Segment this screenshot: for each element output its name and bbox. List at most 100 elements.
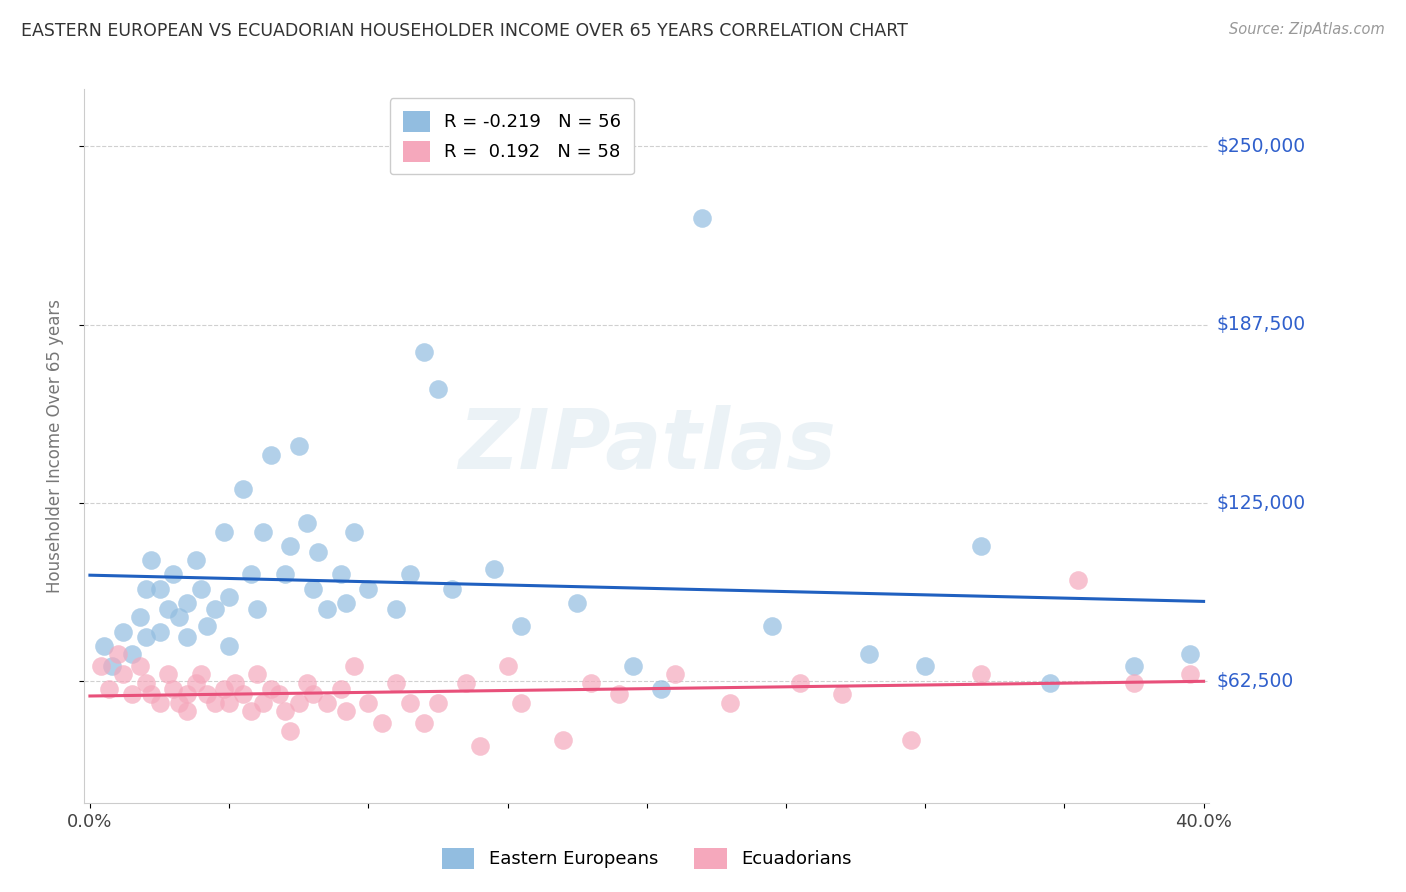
Point — [121, 648, 143, 662]
Point — [129, 658, 152, 673]
Point — [176, 705, 198, 719]
Point — [357, 582, 380, 596]
Point — [315, 696, 337, 710]
Point — [246, 667, 269, 681]
Point — [1039, 676, 1062, 690]
Point — [107, 648, 129, 662]
Point — [135, 630, 157, 644]
Text: ZIPatlas: ZIPatlas — [458, 406, 835, 486]
Point — [98, 681, 121, 696]
Point — [789, 676, 811, 690]
Point — [343, 524, 366, 539]
Text: $125,000: $125,000 — [1216, 493, 1305, 513]
Point — [101, 658, 124, 673]
Point — [204, 696, 226, 710]
Point — [141, 553, 163, 567]
Point — [112, 624, 135, 639]
Point — [468, 739, 491, 753]
Text: $62,500: $62,500 — [1216, 672, 1294, 691]
Point — [761, 619, 783, 633]
Point — [914, 658, 936, 673]
Point — [621, 658, 644, 673]
Point — [440, 582, 463, 596]
Point — [607, 687, 630, 701]
Point — [329, 681, 352, 696]
Point — [315, 601, 337, 615]
Point — [260, 448, 283, 462]
Point — [176, 687, 198, 701]
Point — [664, 667, 686, 681]
Point — [426, 382, 449, 396]
Point — [413, 344, 436, 359]
Point — [190, 582, 212, 596]
Point — [295, 516, 318, 530]
Point — [565, 596, 588, 610]
Text: Source: ZipAtlas.com: Source: ZipAtlas.com — [1229, 22, 1385, 37]
Point — [232, 482, 254, 496]
Point — [301, 582, 323, 596]
Point — [195, 619, 218, 633]
Point — [970, 667, 993, 681]
Point — [252, 696, 274, 710]
Point — [482, 562, 505, 576]
Point — [399, 696, 422, 710]
Point — [1067, 573, 1090, 587]
Point — [204, 601, 226, 615]
Point — [301, 687, 323, 701]
Point — [692, 211, 714, 225]
Point — [135, 676, 157, 690]
Point — [579, 676, 602, 690]
Text: $250,000: $250,000 — [1216, 136, 1305, 156]
Point — [274, 705, 297, 719]
Point — [269, 687, 291, 701]
Point — [167, 610, 190, 624]
Point — [148, 696, 170, 710]
Point — [718, 696, 741, 710]
Point — [112, 667, 135, 681]
Point — [93, 639, 115, 653]
Text: $187,500: $187,500 — [1216, 315, 1305, 334]
Point — [287, 439, 309, 453]
Point — [900, 733, 922, 747]
Point — [553, 733, 575, 747]
Point — [162, 567, 184, 582]
Point — [195, 687, 218, 701]
Point — [496, 658, 519, 673]
Point — [1178, 648, 1201, 662]
Point — [218, 639, 240, 653]
Point — [510, 696, 533, 710]
Point — [335, 596, 357, 610]
Point — [510, 619, 533, 633]
Point — [970, 539, 993, 553]
Point — [224, 676, 246, 690]
Point — [343, 658, 366, 673]
Point — [858, 648, 880, 662]
Point — [184, 676, 207, 690]
Point — [260, 681, 283, 696]
Point — [385, 601, 408, 615]
Point — [212, 524, 235, 539]
Point — [90, 658, 112, 673]
Point — [218, 696, 240, 710]
Point — [190, 667, 212, 681]
Point — [650, 681, 672, 696]
Point — [121, 687, 143, 701]
Point — [167, 696, 190, 710]
Point — [246, 601, 269, 615]
Point — [329, 567, 352, 582]
Point — [176, 596, 198, 610]
Point — [426, 696, 449, 710]
Point — [335, 705, 357, 719]
Legend: Eastern Europeans, Ecuadorians: Eastern Europeans, Ecuadorians — [432, 837, 862, 880]
Point — [454, 676, 477, 690]
Point — [232, 687, 254, 701]
Point — [307, 544, 329, 558]
Point — [252, 524, 274, 539]
Point — [413, 715, 436, 730]
Point — [156, 667, 179, 681]
Point — [162, 681, 184, 696]
Point — [357, 696, 380, 710]
Point — [129, 610, 152, 624]
Point — [399, 567, 422, 582]
Point — [156, 601, 179, 615]
